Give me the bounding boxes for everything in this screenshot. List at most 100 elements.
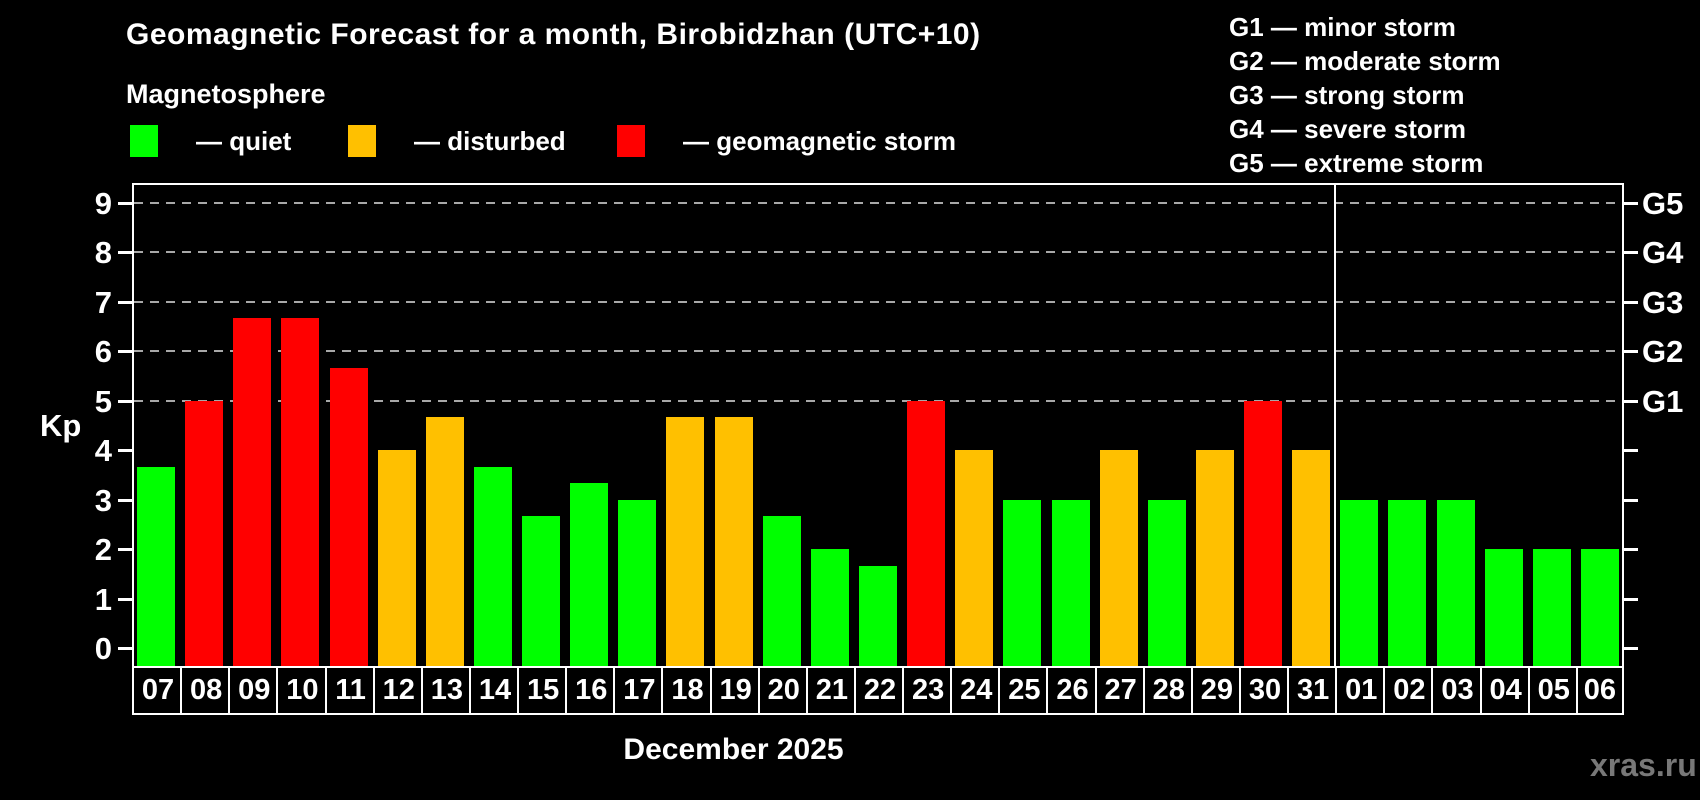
y-tick-label-6: 6 [94,334,112,370]
left-axis-tick-5 [118,399,132,403]
bar-day-07 [137,466,176,666]
grid-line-kp-9 [134,201,1622,204]
bar-day-03 [1436,499,1475,666]
date-label-04: 04 [1479,666,1530,715]
left-axis-tick-4 [118,449,132,453]
y-tick-label-2: 2 [94,532,112,568]
date-label-11: 11 [324,666,375,715]
legend-item-disturbed: — disturbed [348,125,566,157]
date-axis-row: 07 08 09 10 11 12 13 14 15 16 17 18 19 20 21 22 23 24 25 26… [132,666,1624,715]
watermark: xras.ru [1590,747,1697,783]
right-axis-tick-2 [1624,548,1638,552]
legend-label-storm: — geomagnetic storm [683,125,957,156]
grid-line-kp-7 [134,300,1622,303]
grid-line-kp-5 [134,399,1622,402]
bar-day-23 [907,400,946,666]
date-label-08: 08 [180,666,231,715]
date-label-21: 21 [805,666,856,715]
storm-scale-legend-line: G5 — extreme storm [1229,148,1484,178]
left-axis-tick-7 [118,300,132,304]
grid-line-kp-6 [134,350,1622,353]
plot-area [132,183,1624,668]
storm-scale-legend-line: G1 — minor storm [1229,12,1456,42]
left-axis-tick-0 [118,647,132,651]
bar-day-10 [281,318,320,666]
date-label-15: 15 [517,666,568,715]
y-tick-label-4: 4 [94,433,112,469]
date-label-01: 01 [1335,666,1386,715]
date-label-03: 03 [1431,666,1482,715]
date-label-17: 17 [613,666,664,715]
date-label-12: 12 [372,666,423,715]
right-axis-tick-3 [1624,498,1638,502]
bar-day-09 [233,318,272,666]
date-label-20: 20 [757,666,808,715]
date-label-22: 22 [853,666,905,715]
y-tick-label-9: 9 [94,185,112,221]
date-label-09: 09 [228,666,279,715]
right-axis-tick-7 [1624,300,1638,304]
bar-day-21 [810,549,849,666]
left-axis-tick-9 [118,201,132,205]
right-axis-tick-8 [1624,251,1638,255]
date-label-25: 25 [998,666,1049,715]
bar-day-25 [1003,499,1042,666]
left-axis-tick-2 [118,548,132,552]
left-axis-tick-3 [118,498,132,502]
bar-day-18 [666,417,705,666]
date-label-24: 24 [950,666,1001,715]
bar-day-12 [377,450,416,666]
bar-day-22 [859,565,897,666]
date-label-31: 31 [1287,666,1338,715]
bar-day-29 [1195,450,1234,666]
storm-scale-legend-line: G3 — strong storm [1229,80,1465,110]
page-title: Geomagnetic Forecast for a month, Birobi… [126,18,981,51]
date-label-28: 28 [1142,666,1193,715]
date-label-30: 30 [1238,666,1290,715]
right-axis-tick-5 [1624,399,1638,403]
date-label-06: 06 [1575,666,1624,715]
storm-scale-legend-line: G2 — moderate storm [1229,46,1501,76]
date-label-07: 07 [132,666,183,715]
g-scale-label-G1: G1 [1642,383,1684,419]
bar-day-28 [1147,499,1186,666]
storm-scale-legend: G1 — minor storm G2 — moderate storm G3 — … [1229,10,1501,180]
bar-day-17 [618,499,657,666]
g-scale-label-G2: G2 [1642,334,1684,370]
legend-swatch-disturbed [348,125,376,157]
left-axis-tick-8 [118,251,132,255]
right-axis-tick-1 [1624,597,1638,601]
y-tick-label-1: 1 [94,581,112,617]
y-axis-label-kp: Kp [40,408,82,443]
legend-item-quiet: — quiet [130,125,291,157]
legend-label-disturbed: — disturbed [414,125,566,156]
date-label-16: 16 [565,666,616,715]
bar-day-01 [1340,499,1379,666]
bar-day-08 [185,400,224,666]
date-label-29: 29 [1190,666,1241,715]
y-tick-label-3: 3 [94,482,112,518]
date-label-18: 18 [661,666,712,715]
left-axis-tick-6 [118,350,132,354]
y-tick-label-0: 0 [94,631,112,667]
bar-day-20 [762,516,801,666]
legend-item-storm: — geomagnetic storm [617,125,956,157]
y-tick-label-8: 8 [94,235,112,271]
date-label-05: 05 [1527,666,1578,715]
storm-scale-legend-line: G4 — severe storm [1229,114,1467,144]
legend-swatch-quiet [130,125,158,157]
date-label-14: 14 [468,666,520,715]
bar-day-06 [1580,549,1619,666]
bar-day-14 [473,466,512,666]
date-label-10: 10 [276,666,327,715]
right-axis-tick-9 [1624,201,1638,205]
left-axis-tick-1 [118,597,132,601]
bar-day-19 [714,417,753,666]
y-tick-label-5: 5 [94,383,112,419]
bar-day-16 [570,483,609,666]
date-label-26: 26 [1046,666,1097,715]
g-scale-label-G3: G3 [1642,284,1684,320]
subtitle-magnetosphere: Magnetosphere [126,79,326,109]
bar-day-13 [425,417,464,666]
bar-day-24 [955,450,994,666]
